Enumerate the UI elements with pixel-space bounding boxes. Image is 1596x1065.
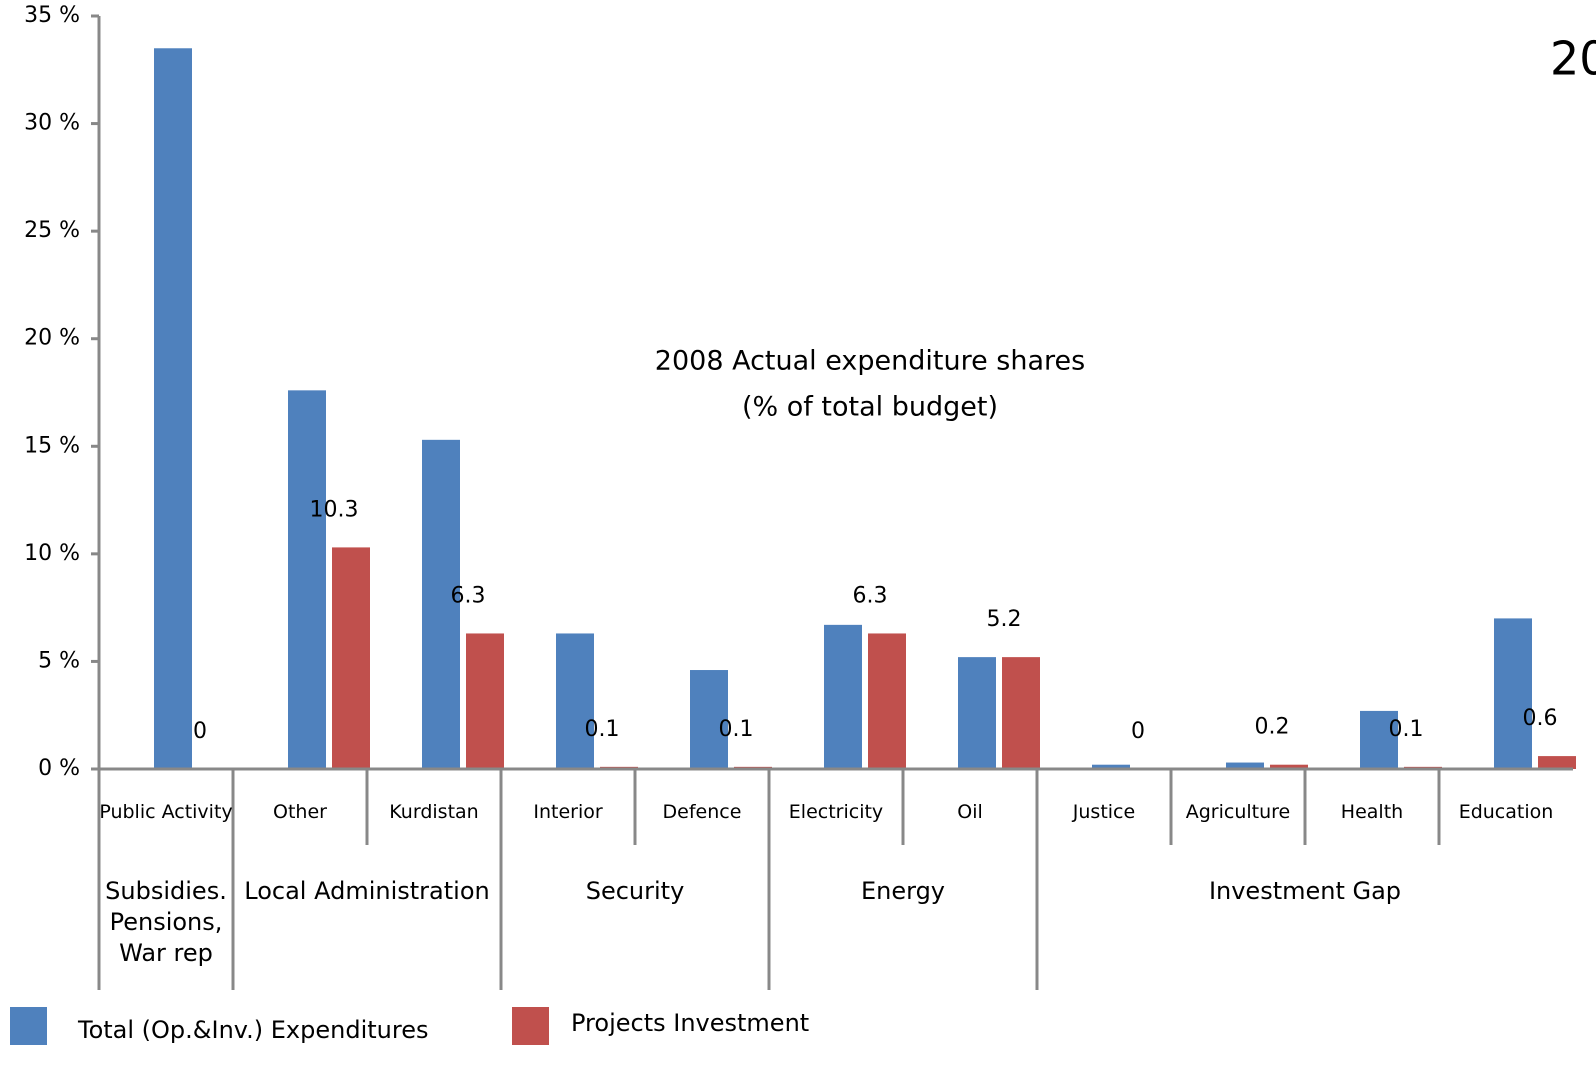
data-label: 0.2 [1255,715,1290,740]
bar [1360,710,1398,769]
bar [556,633,594,769]
annotation: 2008 Actual expenditure shares [655,346,1085,377]
group-label: Subsidies. Pensions, War rep [105,877,227,968]
bar [1226,762,1264,769]
legend-swatch [10,1007,47,1045]
bar [288,390,326,769]
legend-swatch [512,1007,549,1045]
x-tick-label: Other [273,801,327,823]
data-label: 0.1 [1389,717,1424,742]
x-tick-label: Electricity [788,801,884,823]
x-tick-label: Oil [957,801,983,823]
x-tick-label: Justice [1072,801,1136,823]
chart-title: الرواتب الحكومية أكثر من ثلث النفقات الم… [1550,29,1596,87]
data-label: 6.3 [853,583,888,608]
bar [1002,657,1040,769]
y-tick-label: 0 % [38,756,80,781]
bar [1092,764,1130,769]
data-label: 0 [1131,719,1145,744]
bar [690,670,728,769]
data-label: 5.2 [987,607,1022,632]
legend-label: Total (Op.&Inv.) Expenditures [77,1016,428,1044]
y-tick-label: 15 % [24,433,80,458]
y-tick-label: 30 % [24,111,80,136]
group-label: Local Administration [244,877,490,905]
data-label: 10.3 [310,497,359,522]
data-label: 0.1 [719,717,754,742]
bar [1270,764,1308,769]
data-label: 0.1 [585,717,620,742]
bar [154,48,192,770]
y-tick-label: 35 % [24,3,80,28]
bar [466,633,504,769]
group-label: Security [585,877,685,905]
x-tick-label: Defence [662,801,742,823]
y-tick-label: 10 % [24,541,80,566]
x-tick-label: Public Activity [99,801,233,823]
bar [1538,756,1576,769]
bar [868,633,906,769]
y-tick-label: 5 % [38,648,80,673]
data-label: 6.3 [451,583,486,608]
annotation: (% of total budget) [742,392,998,423]
legend-label: Projects Investment [571,1009,809,1037]
bar [958,657,996,769]
y-tick-label: 25 % [24,218,80,243]
x-tick-label: Health [1340,801,1404,823]
data-label: 0.6 [1523,706,1558,731]
data-label: 0 [193,719,207,744]
bar [1494,618,1532,769]
group-label: Investment Gap [1208,877,1402,905]
group-label: Energy [860,877,946,905]
bar [332,547,370,769]
bar [824,624,862,769]
x-tick-label: Interior [533,801,603,823]
x-tick-label: Education [1458,801,1554,823]
y-tick-label: 20 % [24,326,80,351]
x-tick-label: Agriculture [1185,801,1291,823]
x-tick-label: Kurdistan [389,801,479,823]
bar [422,439,460,769]
